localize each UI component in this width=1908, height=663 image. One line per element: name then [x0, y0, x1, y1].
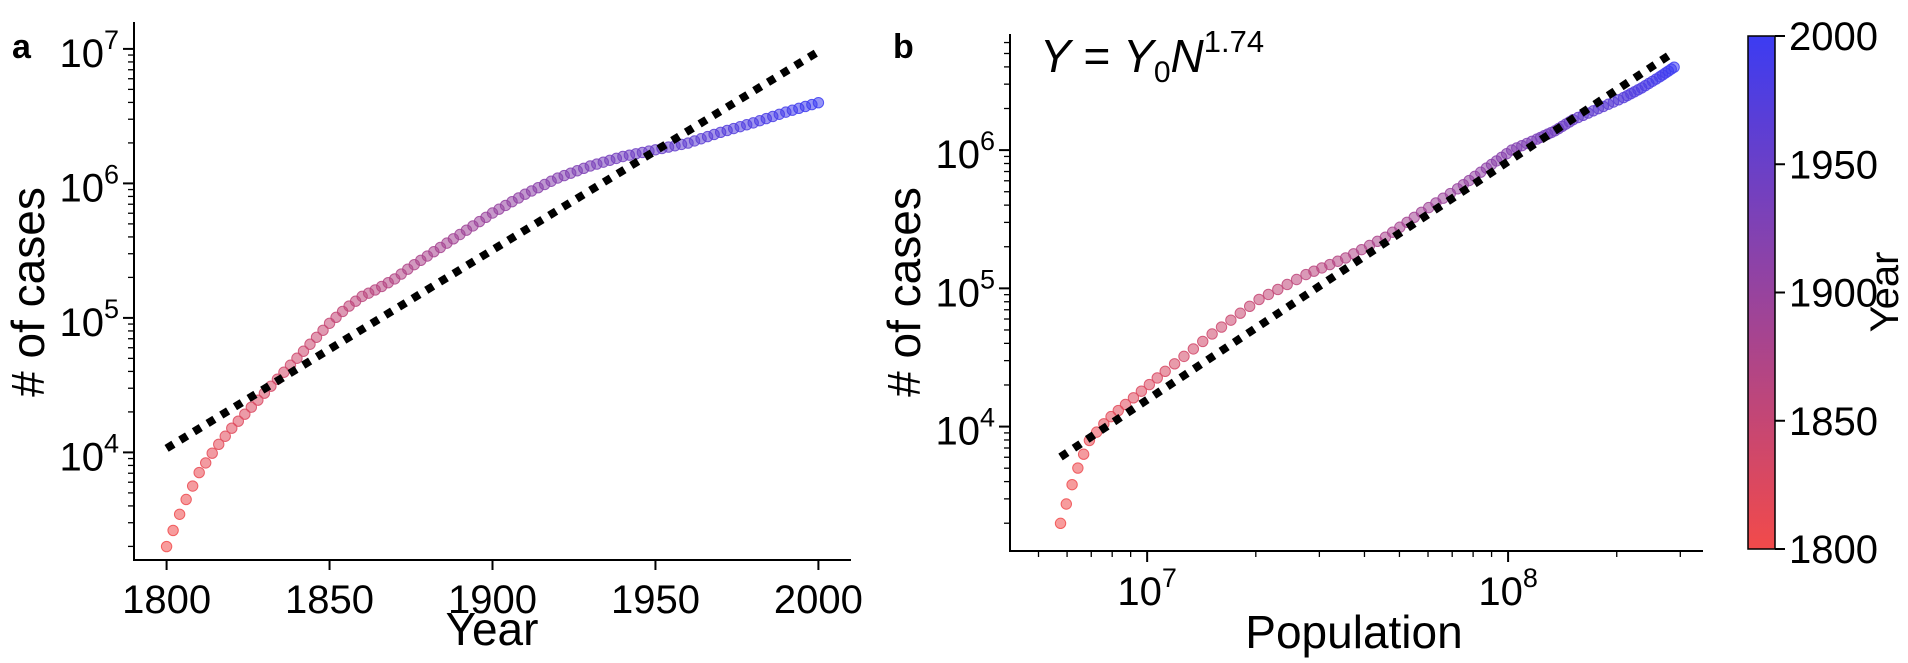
panel-b-data-point [1151, 372, 1163, 384]
panel-b-data-point [1072, 462, 1084, 474]
panel-a-data-point [219, 430, 231, 442]
panel-a-data-point [297, 345, 310, 357]
formula-y0: Y [1123, 30, 1157, 82]
panel-a-data-point [239, 408, 251, 420]
panel-a-y-tick-label: 106 [59, 159, 119, 210]
panel-b-data-point [1143, 378, 1156, 391]
formula-y0-subscript: 0 [1154, 56, 1171, 89]
year-colorbar: 1800 1850 1900 1950 2000 Year [1747, 15, 1907, 572]
panel-b-y-tick-label: 106 [935, 126, 995, 177]
panel-a-data-point [160, 540, 173, 553]
panel-a-data-point [186, 480, 199, 492]
panel-a-x-axis-title: Year [446, 603, 539, 655]
panel-a-data-point [291, 352, 303, 364]
panel-b-data-point [1253, 293, 1265, 306]
panel-b-data-point [1054, 517, 1067, 530]
panel-a-y-axis-title: # of cases [2, 187, 54, 397]
panel-a-data-point [812, 97, 825, 109]
panel-a-data-point [173, 508, 186, 520]
panel-a-data-point [304, 338, 316, 350]
panel-b-data-point [1272, 283, 1284, 296]
colorbar-tick-label: 2000 [1789, 15, 1878, 59]
panel-a-y-tick-label: 105 [59, 294, 119, 345]
panel-b-data-point [1127, 392, 1140, 404]
panel-a-data-point [226, 422, 238, 434]
formula-lhs: Y [1040, 30, 1074, 82]
formula-exponent: 1.74 [1204, 24, 1264, 59]
panel-a-data-series [160, 97, 825, 553]
panel-b-data-point [1077, 448, 1090, 460]
panel-a-data-point [200, 457, 212, 469]
panel-a-fit-line [164, 48, 821, 452]
panel-a-x-tick-label: 1850 [285, 578, 374, 622]
colorbar-title: Year [1863, 252, 1907, 333]
colorbar-ticks: 1800 1850 1900 1950 2000 [1775, 15, 1878, 572]
panel-b-x-ticks: 107 108 [1037, 551, 1681, 614]
panel-b-y-ticks: 104 105 106 [935, 41, 1010, 524]
panel-a-x-ticks: 1800 1850 1900 1950 2000 [122, 560, 863, 622]
panel-b-data-point [1060, 498, 1073, 510]
panel-b-y-tick-label: 105 [935, 264, 995, 315]
panel-b-data-point [1197, 335, 1209, 348]
panel-b-label: b [893, 28, 914, 66]
panel-b-data-point [1668, 61, 1680, 73]
colorbar-gradient [1747, 35, 1776, 550]
panel-b-x-tick-label: 107 [1117, 563, 1177, 614]
colorbar-tick-label: 1950 [1789, 143, 1878, 187]
panel-a-data-point [193, 466, 205, 479]
panel-a-x-tick-label: 1800 [122, 578, 211, 622]
panel-b-data-point [1262, 288, 1275, 301]
panel-a-data-point [310, 331, 323, 343]
panel-b-x-axis-title: Population [1245, 606, 1462, 658]
panel-b-data-point [1066, 478, 1078, 491]
panel-b-x-tick-label: 108 [1478, 563, 1538, 614]
panel-a-data-point [180, 493, 192, 506]
panel-b-data-point [1159, 365, 1171, 377]
panel-a-data-point [232, 415, 244, 427]
panel-b-data-point [1290, 273, 1303, 286]
panel-b-data-point [1168, 358, 1181, 370]
panel-a-data-point [213, 438, 225, 451]
panel-a-data-point [206, 447, 218, 459]
panel-a-y-ticks: 104 105 106 107 [59, 25, 134, 548]
panel-b-data-point [1135, 385, 1148, 397]
panel-b-data-series [1054, 61, 1680, 530]
panel-b-data-point [1187, 343, 1200, 355]
panel-a-data-point [167, 524, 179, 537]
panel-b-data-point [1234, 307, 1246, 319]
colorbar-tick-label: 1900 [1789, 272, 1878, 316]
panel-a-x-tick-label: 2000 [774, 578, 863, 622]
panel-b-data-point [1215, 321, 1228, 333]
panel-b-data-point [1178, 350, 1190, 363]
panel-b-data-point [1206, 328, 1218, 340]
formula-equals: = [1071, 30, 1123, 82]
panel-b-data-point [1281, 278, 1293, 291]
colorbar-tick-label: 1850 [1789, 400, 1878, 444]
panel-a-label: a [12, 28, 32, 66]
panel-b-data-point [1243, 300, 1256, 313]
panel-a-x-tick-label: 1900 [448, 578, 537, 622]
panel-b-y-axis-title: # of cases [878, 187, 930, 397]
panel-b-data-point [1225, 314, 1237, 326]
panel-a-data-point [317, 324, 329, 336]
panel-a-y-tick-label: 104 [59, 428, 119, 479]
colorbar-tick-label: 1800 [1789, 528, 1878, 572]
formula-n: N [1171, 30, 1205, 82]
panel-b-fit-line [1058, 48, 1677, 461]
panel-b-fit-formula: Y = Y0N1.74 [1040, 24, 1264, 89]
panel-a-data-point [245, 401, 258, 413]
panel-a-x-tick-label: 1950 [611, 578, 700, 622]
panel-b-y-tick-label: 104 [935, 403, 995, 454]
panel-a-y-tick-label: 107 [59, 25, 119, 76]
panel-a-chart: a 1800 1850 1900 1950 2000 104 105 106 107 Year… [2, 22, 863, 655]
